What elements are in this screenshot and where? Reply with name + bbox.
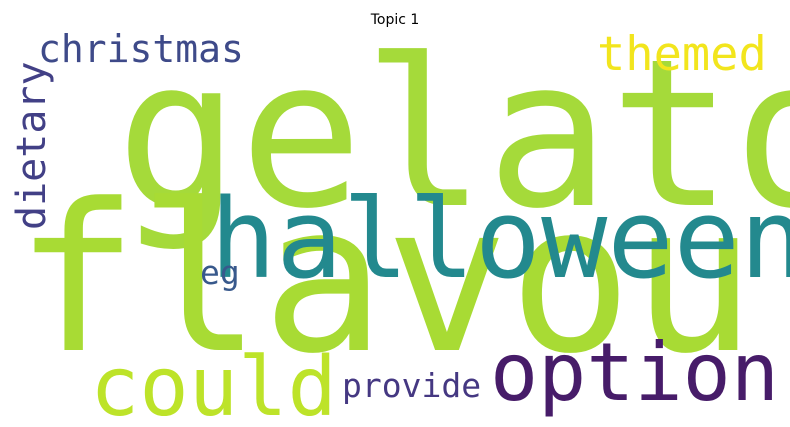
- word-themed: themed: [597, 27, 767, 82]
- word-gelato: gelato: [116, 16, 790, 254]
- word-halloween: halloween: [210, 175, 790, 303]
- word-dietary: dietary: [9, 61, 55, 230]
- word-option: option: [490, 326, 779, 419]
- word-christmas: christmas: [38, 27, 244, 71]
- word-could: could: [90, 340, 337, 427]
- word-flavour: flavour: [15, 161, 790, 399]
- chart-title: Topic 1: [370, 12, 420, 28]
- word-provide: provide: [342, 366, 481, 405]
- word-eg: eg: [200, 253, 240, 292]
- words-layer: gelatoflavourhalloween option could themed c…: [9, 16, 790, 427]
